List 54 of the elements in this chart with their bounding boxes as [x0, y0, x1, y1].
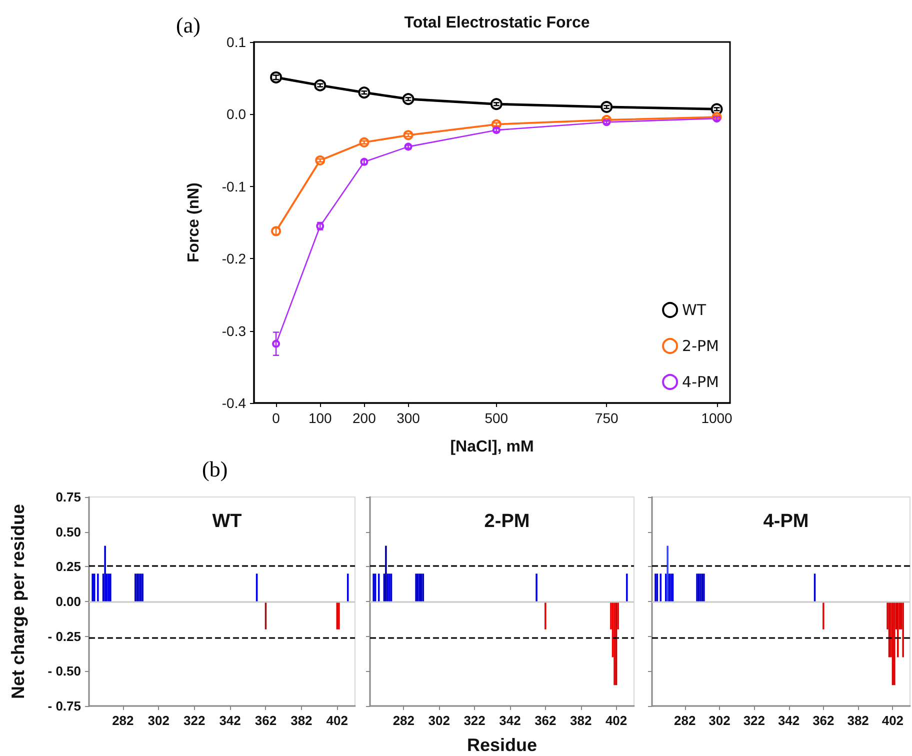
- x-axis-title: Residue: [466, 735, 538, 755]
- x-tick-label: 282: [674, 713, 696, 728]
- x-tick-label: 342: [778, 713, 800, 728]
- x-tick-label: 750: [594, 410, 618, 426]
- x-tick-label: 200: [352, 410, 376, 426]
- x-tick-label: 100: [308, 410, 332, 426]
- text: 2-PM: [484, 511, 530, 532]
- y-tick-label: -0.2: [222, 250, 246, 267]
- y-tick-label: -0.4: [222, 395, 246, 411]
- x-tick-label: 322: [464, 713, 486, 728]
- x-tick-label: 402: [882, 713, 904, 728]
- y-tick-label: - 0.25: [48, 628, 81, 644]
- x-tick-label: 382: [570, 713, 592, 728]
- x-tick-label: 382: [847, 713, 869, 728]
- legend-label: 2-PM: [682, 337, 720, 355]
- x-tick-label: 282: [392, 713, 415, 728]
- x-tick-label: 500: [484, 410, 508, 426]
- text: (a): [176, 12, 200, 38]
- x-tick-label: 402: [605, 713, 628, 728]
- y-tick-label: 0.50: [56, 524, 81, 540]
- x-tick-label: 282: [112, 713, 134, 728]
- x-axis-title: [NaCl], mM: [450, 438, 534, 456]
- y-tick-label: -0.1: [222, 178, 246, 194]
- x-tick-label: 302: [428, 713, 450, 728]
- x-tick-label: 362: [254, 713, 277, 728]
- x-tick-label: 362: [534, 713, 556, 728]
- x-tick-label: 342: [499, 713, 521, 728]
- x-tick-label: 402: [326, 713, 348, 728]
- y-tick-label: - 0.75: [48, 698, 81, 714]
- x-tick-label: 362: [812, 713, 834, 728]
- x-tick-label: 300: [396, 410, 420, 426]
- y-tick-label: 0.1: [226, 34, 246, 50]
- x-tick-label: 382: [290, 713, 312, 728]
- legend-label: 4-PM: [682, 373, 720, 391]
- y-tick-label: -0.3: [222, 322, 246, 339]
- y-tick-label: 0.75: [56, 490, 81, 504]
- text: (b): [202, 456, 228, 482]
- x-tick-label: 0: [272, 410, 280, 426]
- text: 4-PM: [763, 511, 809, 532]
- x-tick-label: 1000: [701, 410, 733, 426]
- y-tick-label: 0.0: [226, 106, 246, 122]
- y-axis-title: Force (nN): [186, 182, 202, 262]
- x-tick-label: 302: [148, 713, 170, 728]
- x-tick-label: 302: [708, 713, 730, 728]
- y-tick-label: - 0.50: [48, 664, 81, 679]
- y-axis-title: Net charge per residue: [8, 504, 28, 700]
- x-tick-label: 322: [183, 713, 206, 728]
- y-tick-label: 0.00: [56, 594, 81, 609]
- y-tick-label: 0.25: [56, 559, 81, 574]
- chart-title: Total Electrostatic Force: [404, 14, 590, 32]
- x-tick-label: 322: [743, 713, 766, 728]
- legend-label: WT: [682, 301, 707, 319]
- x-tick-label: 342: [219, 713, 241, 728]
- text: WT: [212, 511, 242, 532]
